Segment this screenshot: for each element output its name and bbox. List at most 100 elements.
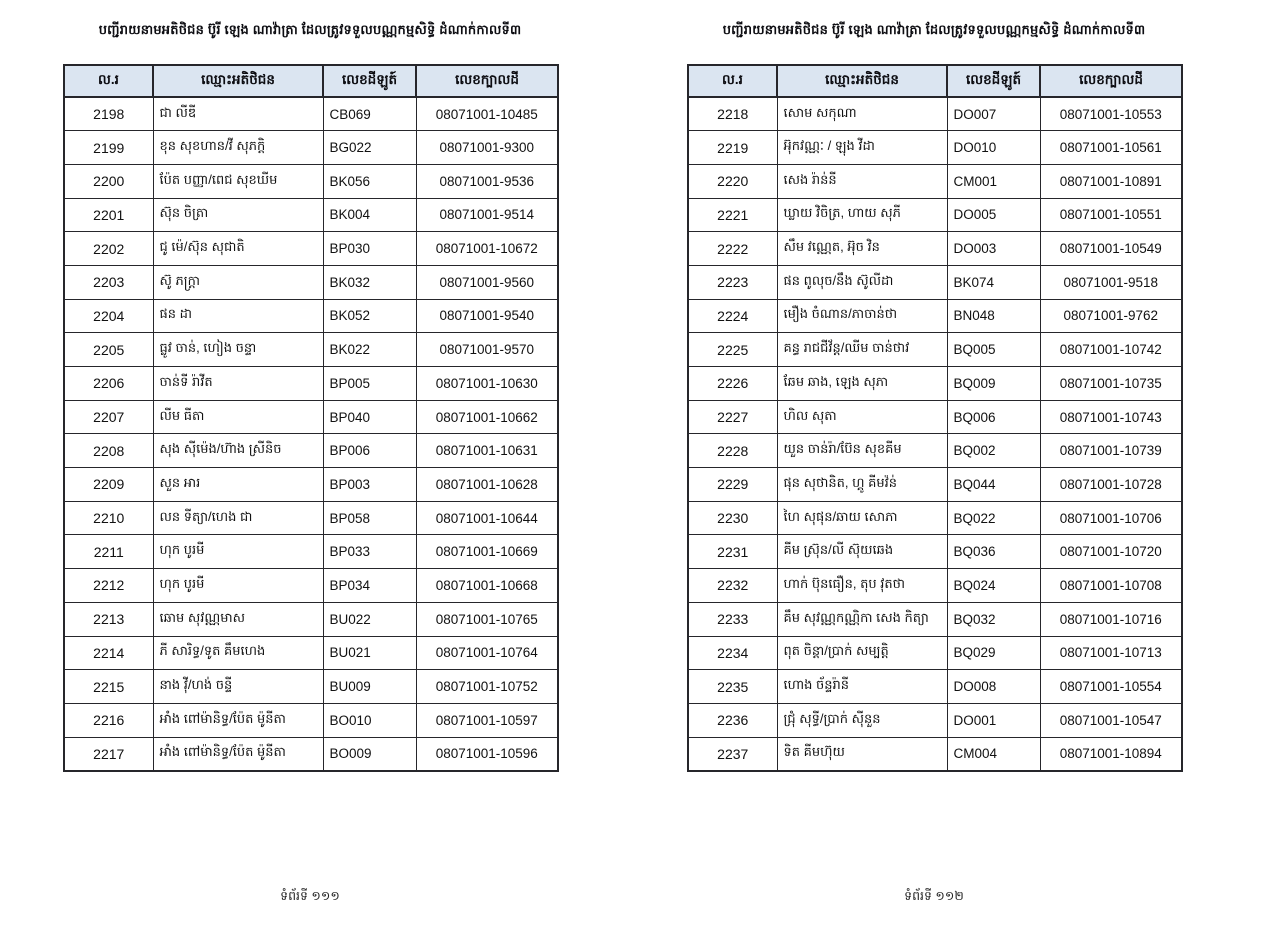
page-number: ទំព័រទី ១១២ — [904, 889, 964, 903]
cell-number: 2221 — [687, 197, 778, 233]
cell-number: 2208 — [63, 433, 154, 469]
cell-number: 2216 — [63, 702, 154, 738]
cell-lot-number: BN048 — [946, 298, 1041, 334]
table-row: 2212 ហុក បូរមី BP034 08071001-10668 — [63, 568, 559, 603]
cell-parcel-number: 08071001-10891 — [1039, 163, 1183, 199]
cell-lot-number: BK052 — [322, 298, 417, 334]
cell-number: 2229 — [687, 467, 778, 502]
cell-lot-number: DO005 — [946, 197, 1041, 233]
cell-number: 2232 — [687, 568, 778, 603]
cell-number: 2236 — [687, 702, 778, 738]
cell-parcel-number: 08071001-10894 — [1039, 736, 1183, 772]
cell-number: 2223 — [687, 264, 778, 300]
cell-number: 2201 — [63, 197, 154, 233]
cell-lot-number: BQ036 — [946, 534, 1041, 570]
cell-customer-name: ហុក បូរមី — [152, 568, 324, 603]
cell-lot-number: BQ022 — [946, 500, 1041, 536]
cell-customer-name: សួន អារ — [152, 467, 324, 502]
cell-parcel-number: 08071001-10739 — [1039, 433, 1183, 469]
cell-lot-number: BP003 — [322, 467, 417, 502]
cell-customer-name: គន្ធ រាជជីវ័ន្ត/ឈីម ចាន់ថាវ — [776, 332, 948, 367]
cell-parcel-number: 08071001-10554 — [1039, 669, 1183, 704]
table-row: 2211 ហុក បូរមី BP033 08071001-10669 — [63, 534, 559, 570]
cell-number: 2220 — [687, 163, 778, 199]
cell-lot-number: BQ024 — [946, 568, 1041, 603]
table-row: 2209 សួន អារ BP003 08071001-10628 — [63, 467, 559, 502]
cell-lot-number: BK056 — [322, 163, 417, 199]
cell-parcel-number: 08071001-10672 — [415, 231, 559, 266]
cell-lot-number: BQ009 — [946, 366, 1041, 401]
col-header-number: ល.រ — [63, 64, 154, 98]
cell-parcel-number: 08071001-10547 — [1039, 702, 1183, 738]
cell-customer-name: ហាក់ ប៊ុនធឿន, តុប វុតថា — [776, 568, 948, 603]
cell-customer-name: សោម សកុណា — [776, 96, 948, 132]
table-row: 2230 ហៃ សុផុន/ឆាយ សោភា BQ022 08071001-10706 — [687, 500, 1183, 536]
cell-parcel-number: 08071001-10742 — [1039, 332, 1183, 367]
cell-parcel-number: 08071001-10728 — [1039, 467, 1183, 502]
cell-number: 2222 — [687, 231, 778, 266]
cell-customer-name: អាំង ពៅម៉ានិទ្ធ/ប៉ែត ម៉ូនីតា — [152, 736, 324, 772]
col-header-parcel-number: លេខក្បាលដី — [415, 64, 559, 98]
cell-parcel-number: 08071001-10765 — [415, 601, 559, 637]
page-title: បញ្ជីរាយនាមអតិថិជន ប៊ូរី ឡេង ណាវ៉ាត្រា ដ… — [722, 22, 1146, 37]
cell-customer-name: ផុន សុថានិត, ហ្គូ គីមវ៉ន់ — [776, 467, 948, 502]
table-body: 2198 ជា លីឌី CB069 08071001-10485 2199 ខុន សុ… — [63, 96, 559, 772]
cell-customer-name: ជូ ម៉េ/ស៊ុន សុជាតិ — [152, 231, 324, 266]
table-row: 2223 ផន ពូលុច/នឹង ស៊ូលីដា BK074 08071001-95… — [687, 264, 1183, 300]
table-row: 2208 សុង ស៊ីម៉េង/ហ៊ាង ស្រីនិច BP006 0807100… — [63, 433, 559, 469]
cell-lot-number: BP005 — [322, 366, 417, 401]
cell-parcel-number: 08071001-10485 — [415, 96, 559, 132]
cell-number: 2205 — [63, 332, 154, 367]
cell-number: 2214 — [63, 635, 154, 671]
cell-parcel-number: 08071001-10743 — [1039, 399, 1183, 435]
table-row: 2207 លីម ធីតា BP040 08071001-10662 — [63, 399, 559, 435]
cell-customer-name: សឹម វណ្ណេត, អ៊ុច វិន — [776, 231, 948, 266]
table-row: 2236 ជ្រុំ សុទ្ធី/ប្រាក់ ស៊ីនួន DO001 08071… — [687, 702, 1183, 738]
cell-lot-number: BK032 — [322, 264, 417, 300]
cell-parcel-number: 08071001-10561 — [1039, 130, 1183, 165]
table-row: 2200 ប៉ែត បញ្ញា/ពេជ សុខឃីម BK056 08071001-9… — [63, 163, 559, 199]
table-row: 2214 ភី សារិទ្ធ/ទូត គឹមហេង BU021 08071001-1… — [63, 635, 559, 671]
cell-number: 2210 — [63, 500, 154, 536]
cell-number: 2212 — [63, 568, 154, 603]
cell-customer-name: ឆែម ឆាង, ឡេង សុភា — [776, 366, 948, 401]
cell-customer-name: មឿង ចំណាន/ភាចាន់ថា — [776, 298, 948, 334]
table-header: ល.រ ឈ្មោះអតិថិជន លេខដីឡូត៍ លេខក្បាលដី — [687, 64, 1183, 98]
cell-parcel-number: 08071001-10752 — [415, 669, 559, 704]
sheet-page-111: បញ្ជីរាយនាមអតិថិជន ប៊ូរី ឡេង ណាវ៉ាត្រា ដ… — [63, 0, 559, 949]
cell-number: 2204 — [63, 298, 154, 334]
cell-number: 2230 — [687, 500, 778, 536]
cell-lot-number: BQ002 — [946, 433, 1041, 469]
cell-customer-name: ភី សារិទ្ធ/ទូត គឹមហេង — [152, 635, 324, 671]
cell-lot-number: BK074 — [946, 264, 1041, 300]
cell-number: 2226 — [687, 366, 778, 401]
table-row: 2231 គីម ស្រ៊ុន/លី ស៊ុយឆេង BQ036 08071001-1… — [687, 534, 1183, 570]
cell-customer-name: សុង ស៊ីម៉េង/ហ៊ាង ស្រីនិច — [152, 433, 324, 469]
cell-number: 2215 — [63, 669, 154, 704]
cell-parcel-number: 08071001-10669 — [415, 534, 559, 570]
cell-lot-number: BK004 — [322, 197, 417, 233]
cell-number: 2198 — [63, 96, 154, 132]
table-header: ល.រ ឈ្មោះអតិថិជន លេខដីឡូត៍ លេខក្បាលដី — [63, 64, 559, 98]
cell-customer-name: លីម ធីតា — [152, 399, 324, 435]
cell-parcel-number: 08071001-9514 — [415, 197, 559, 233]
cell-customer-name: យួន ចាន់រ៉ា/ប៊ែន សុខគីម — [776, 433, 948, 469]
cell-customer-name: គីម ស្រ៊ុន/លី ស៊ុយឆេង — [776, 534, 948, 570]
table-row: 2222 សឹម វណ្ណេត, អ៊ុច វិន DO003 08071001-10… — [687, 231, 1183, 266]
table-body: 2218 សោម សកុណា DO007 08071001-10553 2219 អ៊ុក… — [687, 96, 1183, 772]
table-row: 2201 ស៊ុន ចិត្រា BK004 08071001-9514 — [63, 197, 559, 233]
cell-parcel-number: 08071001-10644 — [415, 500, 559, 536]
cell-customer-name: ប៉ែត បញ្ញា/ពេជ សុខឃីម — [152, 163, 324, 199]
cell-number: 2218 — [687, 96, 778, 132]
cell-lot-number: BO009 — [322, 736, 417, 772]
cell-number: 2217 — [63, 736, 154, 772]
cell-parcel-number: 08071001-10549 — [1039, 231, 1183, 266]
cell-lot-number: DO007 — [946, 96, 1041, 132]
cell-lot-number: BQ005 — [946, 332, 1041, 367]
cell-lot-number: BQ044 — [946, 467, 1041, 502]
cell-lot-number: DO003 — [946, 231, 1041, 266]
cell-number: 2219 — [687, 130, 778, 165]
cell-parcel-number: 08071001-10668 — [415, 568, 559, 603]
cell-number: 2234 — [687, 635, 778, 671]
